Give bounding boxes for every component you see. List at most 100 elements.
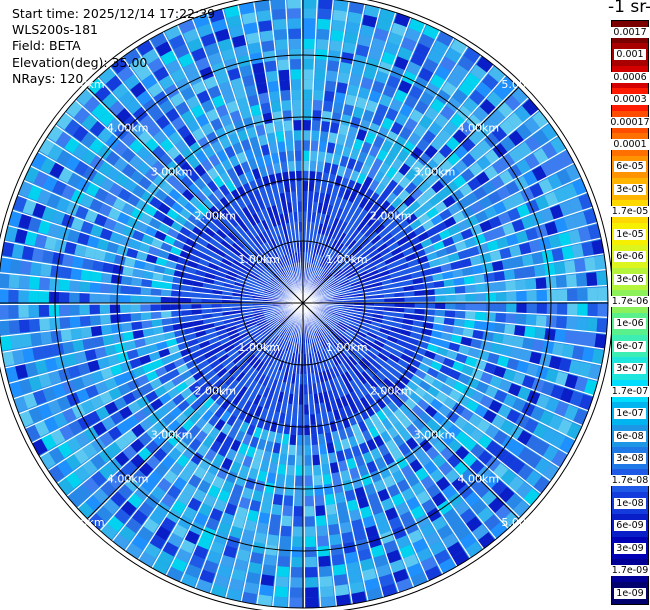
range-gate-cell — [363, 578, 380, 592]
range-gate-cell — [222, 435, 234, 448]
range-gate-cell — [159, 74, 175, 90]
range-gate-cell — [377, 352, 389, 363]
range-gate-cell — [161, 454, 175, 469]
ray-separator — [206, 13, 304, 304]
range-gate-cell — [346, 252, 356, 262]
range-gate-cell — [153, 66, 170, 82]
range-gate-cell — [208, 262, 220, 271]
range-gate-cell — [238, 539, 253, 552]
range-gate-cell — [90, 370, 104, 384]
range-gate-cell — [171, 201, 184, 214]
range-gate-cell — [343, 250, 354, 260]
range-gate-cell — [201, 422, 214, 435]
range-gate-cell — [77, 501, 95, 519]
range-gate-cell — [294, 475, 303, 487]
range-gate-cell — [326, 513, 338, 526]
range-gate-cell — [499, 345, 512, 358]
range-gate-cell — [242, 194, 252, 207]
range-gate-cell — [362, 14, 378, 28]
range-gate-cell — [92, 487, 109, 505]
range-gate-cell — [67, 228, 81, 243]
range-gate-cell — [150, 303, 161, 311]
range-gate-cell — [439, 208, 453, 221]
range-gate-cell — [262, 327, 272, 335]
range-gate-cell — [231, 176, 243, 189]
range-gate-cell — [382, 315, 394, 322]
range-gate-cell — [350, 353, 361, 364]
range-gate-cell — [100, 272, 113, 283]
range-gate-cell — [241, 529, 255, 542]
start-time-text: Start time: 2025/12/14 17:22:39 — [12, 6, 216, 21]
range-gate-cell — [176, 194, 190, 207]
range-gate-cell — [84, 348, 97, 361]
range-gate-cell — [84, 246, 97, 259]
range-gate-cell — [0, 335, 12, 351]
colorbar-tick-label: 3e-05 — [614, 183, 646, 195]
range-gate-cell — [422, 130, 437, 145]
range-gate-cell — [230, 568, 246, 582]
range-gate-cell — [523, 418, 539, 434]
range-gate-cell — [77, 362, 91, 376]
range-gate-cell — [38, 372, 52, 388]
range-gate-cell — [367, 167, 379, 180]
range-gate-cell — [237, 397, 248, 409]
range-gate-cell — [56, 149, 72, 166]
range-gate-cell — [34, 233, 48, 248]
range-gate-cell — [451, 550, 470, 567]
range-gate-cell — [129, 357, 142, 369]
range-gate-cell — [339, 469, 351, 482]
range-gate-cell — [197, 23, 214, 38]
range-gate-cell — [42, 175, 58, 192]
range-gate-cell — [368, 269, 379, 278]
range-gate-cell — [327, 390, 335, 402]
range-gate-cell — [296, 181, 303, 192]
range-gate-cell — [368, 328, 379, 336]
range-gate-cell — [303, 465, 312, 476]
range-gate-cell — [502, 334, 514, 347]
range-gate-cell — [500, 136, 516, 153]
range-gate-cell — [191, 303, 202, 309]
range-gate-cell — [40, 330, 52, 345]
range-gate-cell — [523, 266, 536, 279]
range-gate-cell — [261, 352, 270, 363]
range-gate-cell — [386, 335, 398, 344]
range-gate-cell — [380, 583, 398, 598]
range-gate-cell — [316, 535, 329, 547]
range-gate-cell — [64, 118, 81, 136]
range-gate-cell — [94, 84, 112, 102]
range-gate-cell — [160, 440, 174, 455]
range-gate-cell — [314, 69, 327, 81]
range-gate-cell — [371, 360, 382, 371]
range-gate-cell — [303, 374, 308, 385]
ray-separator — [1, 256, 304, 304]
range-gate-cell — [150, 311, 162, 319]
range-gate-cell — [431, 137, 445, 152]
range-gate-cell — [354, 388, 364, 400]
range-gate-cell — [287, 254, 293, 265]
range-gate-cell — [507, 207, 521, 222]
range-gate-cell — [311, 140, 320, 152]
range-gate-cell — [308, 404, 315, 415]
range-gate-cell — [315, 525, 328, 537]
range-gate-cell — [389, 226, 402, 237]
range-gate-cell — [81, 459, 98, 476]
range-gate-cell — [131, 276, 143, 286]
range-gate-cell — [328, 345, 337, 356]
range-gate-cell — [74, 160, 90, 176]
range-gate-cell — [400, 353, 412, 364]
range-gate-cell — [529, 183, 544, 199]
ray-separator — [165, 302, 304, 576]
range-gate-cell — [178, 18, 196, 34]
range-gate-cell — [281, 234, 287, 245]
range-gate-cell — [318, 576, 333, 588]
range-gate-cell — [231, 405, 242, 418]
range-gate-cell — [390, 326, 402, 334]
range-gate-cell — [393, 214, 406, 226]
range-gate-cell — [401, 386, 414, 398]
range-gate-cell — [512, 372, 526, 386]
range-gate-cell — [77, 231, 90, 246]
range-gate-cell — [515, 230, 529, 244]
range-gate-cell — [175, 214, 188, 226]
range-gate-cell — [412, 352, 424, 363]
range-gate-cell — [214, 200, 226, 213]
